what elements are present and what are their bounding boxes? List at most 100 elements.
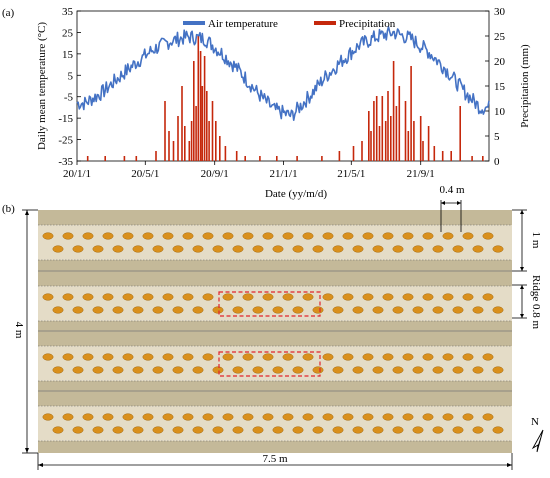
y-tick-label-left: 15 [62,49,74,61]
plant-icon [242,413,254,421]
plant-icon [372,366,384,374]
plant-icon [152,366,164,374]
plant-icon [102,353,114,361]
plant-icon [482,293,494,301]
plant-icon [412,306,424,314]
planting-row [38,406,512,441]
legend-label-air-temperature: Air temperature [208,18,278,30]
plant-icon [382,232,394,240]
plant-icon [182,353,194,361]
plant-icon [232,306,244,314]
plant-icon [122,293,134,301]
plant-icon [82,353,94,361]
plant-icon [462,293,474,301]
plant-icon [352,426,364,434]
x-tick-label: 21/1/1 [270,168,298,180]
plant-icon [172,366,184,374]
plant-icon [82,232,94,240]
plant-icon [292,426,304,434]
plant-icon [302,353,314,361]
plant-icon [402,293,414,301]
plant-icon [382,413,394,421]
y-tick-label-right: 0 [494,156,500,168]
y-tick-label-right: 5 [494,131,500,143]
plant-icon [262,353,274,361]
plant-icon [432,366,444,374]
plant-icon [222,353,234,361]
plant-icon [102,293,114,301]
x-tick-label: 20/5/1 [131,168,159,180]
plant-icon [462,353,474,361]
y-tick-label-left: -15 [58,113,73,125]
plant-icon [372,245,384,253]
plant-icon [122,353,134,361]
plant-icon [72,366,84,374]
plant-icon [322,353,334,361]
plant-icon [452,366,464,374]
plant-icon [462,232,474,240]
north-arrow-icon: N [531,416,544,453]
plant-icon [322,293,334,301]
plant-icon [192,426,204,434]
panel-b-label: (b) [2,203,15,215]
x-tick-label: 21/9/1 [407,168,435,180]
plant-icon [232,366,244,374]
plant-icon [362,353,374,361]
plant-icon [162,413,174,421]
plant-spacing-dimension: 0.4 m [439,184,465,232]
plant-icon [492,306,504,314]
x-tick-label: 20/1/1 [63,168,91,180]
plant-icon [442,232,454,240]
y-tick-label-left: 35 [62,6,74,18]
panel-a-label: (a) [2,7,15,19]
air-temperature-line [76,26,490,121]
plant-icon [372,426,384,434]
plant-icon [42,232,54,240]
plant-icon [172,426,184,434]
plant-icon [72,306,84,314]
plant-icon [52,426,64,434]
y-tick-label-left: 5 [68,70,74,82]
plant-icon [392,245,404,253]
plant-icon [192,306,204,314]
plant-icon [112,306,124,314]
plant-icon [352,306,364,314]
plant-icon [432,306,444,314]
y-tick-label-right: 25 [494,31,506,43]
plant-icon [272,245,284,253]
y-tick-label-right: 15 [494,81,506,93]
plant-icon [212,366,224,374]
plant-icon [342,293,354,301]
plant-icon [482,413,494,421]
plant-icon [402,413,414,421]
plant-icon [132,306,144,314]
plant-icon [182,293,194,301]
plant-icon [102,413,114,421]
plant-icon [492,426,504,434]
plant-icon [112,426,124,434]
plant-icon [222,293,234,301]
legend-label-precipitation: Precipitation [339,18,396,30]
plant-icon [392,366,404,374]
plant-icon [362,232,374,240]
plant-icon [362,413,374,421]
field-width-label: 7.5 m [262,453,288,465]
plant-icon [482,232,494,240]
plant-icon [92,366,104,374]
plant-icon [152,306,164,314]
plant-icon [352,366,364,374]
plant-icon [242,353,254,361]
y-tick-label-left: -25 [58,135,73,147]
plant-icon [372,306,384,314]
plant-icon [182,232,194,240]
plant-icon [382,293,394,301]
plant-icon [112,366,124,374]
y-tick-label-right: 30 [494,6,506,18]
plant-icon [262,413,274,421]
plant-icon [62,353,74,361]
plant-icon [232,245,244,253]
temperature-axis-ticks: 35 25 15 5 -5 -15 -25 -35 [58,6,81,168]
plant-icon [152,426,164,434]
plant-icon [462,413,474,421]
